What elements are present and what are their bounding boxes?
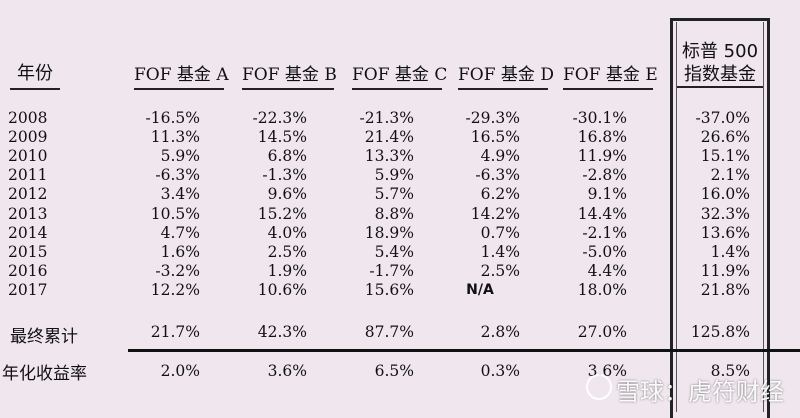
value-cell: -37.0% (695, 109, 750, 127)
year-cell: 2017 (8, 280, 48, 299)
value-cell: 9.1% (587, 185, 627, 204)
value-cell: -3.2% (155, 261, 200, 280)
value-cell: 10.5% (150, 204, 200, 223)
value-cell: 6.8% (267, 147, 307, 166)
value-cell: -29.3% (465, 109, 520, 127)
summary-value-cell: 0.3% (480, 362, 520, 380)
value-cell: -1.3% (262, 166, 307, 185)
summary-value-cell: 42.3% (257, 323, 307, 341)
value-cell: 16.5% (470, 128, 520, 147)
header-year: 年份 (10, 62, 60, 90)
value-cell: -5.0% (582, 242, 627, 261)
summary-value-cell: 8.5% (710, 362, 750, 380)
watermark-text: 雪球：虎符财经 (616, 378, 784, 406)
value-cell: 21.4% (364, 128, 414, 147)
value-cell: 26.6% (700, 128, 750, 147)
value-cell: 11.9% (700, 261, 750, 280)
value-cell: 5.9% (160, 147, 200, 166)
value-cell: 1.9% (267, 261, 307, 280)
value-cell: 14.2% (470, 204, 520, 223)
value-cell: 9.6% (267, 185, 307, 204)
value-cell: 4.7% (160, 223, 200, 242)
value-cell: 18.0% (577, 280, 627, 299)
value-cell: 4.9% (480, 147, 520, 166)
value-cell: 10.6% (257, 280, 307, 299)
value-cell: 8.8% (374, 204, 414, 223)
value-cell: 16.8% (577, 128, 627, 147)
year-cell: 2014 (8, 223, 48, 242)
value-cell: 15.2% (257, 204, 307, 223)
summary-value-cell: 27.0% (577, 323, 627, 341)
value-cell: 2.5% (480, 261, 520, 280)
value-cell: 1.6% (160, 242, 200, 261)
summary-value-cell: 3.6% (587, 362, 627, 380)
summary-divider (128, 349, 800, 352)
value-cell: 3.4% (160, 185, 200, 204)
summary-value-cell: 21.7% (150, 323, 200, 341)
value-cell: 2.1% (710, 166, 750, 185)
value-cell: 2.5% (267, 242, 307, 261)
value-cell: 18.9% (364, 223, 414, 242)
header-fund-d: FOF 基金 D (458, 64, 554, 90)
year-cell: 2009 (8, 128, 48, 147)
value-cell: 16.0% (700, 185, 750, 204)
value-cell: -30.1% (572, 109, 627, 127)
value-cell: 4.0% (267, 223, 307, 242)
value-cell: N/A (466, 281, 494, 298)
year-cell: 2015 (8, 242, 48, 261)
value-cell: -6.3% (155, 166, 200, 185)
summary-label-annualized: 年化收益率 (2, 364, 87, 384)
header-fund-a: FOF 基金 A (134, 64, 229, 90)
value-cell: 14.5% (257, 128, 307, 147)
year-cell: 2010 (8, 147, 48, 166)
header-sp500-line1: 标普 500 (681, 41, 759, 62)
value-cell: 1.4% (710, 242, 750, 261)
value-cell: 32.3% (700, 204, 750, 223)
value-cell: 13.6% (700, 223, 750, 242)
value-cell: -1.7% (369, 261, 414, 280)
summary-value-cell: 2.0% (160, 362, 200, 380)
value-cell: 14.4% (577, 204, 627, 223)
xueqiu-logo-icon (586, 374, 612, 400)
value-cell: -6.3% (475, 166, 520, 185)
sp500-inner-lines (676, 22, 764, 412)
value-cell: -21.3% (359, 109, 414, 127)
header-sp500-line2: 指数基金 (684, 64, 756, 85)
summary-value-cell: 125.8% (690, 323, 750, 341)
value-cell: -2.1% (582, 223, 627, 242)
value-cell: 5.4% (374, 242, 414, 261)
sp500-highlight-box (670, 18, 770, 418)
header-fund-c: FOF 基金 C (352, 64, 447, 90)
header-fund-e: FOF 基金 E (563, 64, 658, 90)
year-cell: 2011 (8, 166, 48, 185)
value-cell: 5.9% (374, 166, 414, 185)
value-cell: 15.1% (700, 147, 750, 166)
value-cell: 11.3% (150, 128, 200, 147)
summary-value-cell: 87.7% (364, 323, 414, 341)
summary-value-cell: 2.8% (480, 323, 520, 341)
value-cell: 21.8% (700, 280, 750, 299)
value-cell: -16.5% (145, 109, 200, 127)
value-cell: 1.4% (480, 242, 520, 261)
value-cell: -22.3% (252, 109, 307, 127)
value-cell: 6.2% (480, 185, 520, 204)
year-cell: 2012 (8, 185, 48, 204)
summary-value-cell: 3.6% (267, 362, 307, 380)
header-fund-b: FOF 基金 B (242, 64, 337, 90)
value-cell: 0.7% (480, 223, 520, 242)
summary-label-cumulative: 最终累计 (10, 327, 78, 347)
year-cell: 2013 (8, 204, 48, 223)
value-cell: 15.6% (364, 280, 414, 299)
value-cell: -2.8% (582, 166, 627, 185)
value-cell: 11.9% (577, 147, 627, 166)
summary-value-cell: 6.5% (374, 362, 414, 380)
value-cell: 4.4% (587, 261, 627, 280)
value-cell: 5.7% (374, 185, 414, 204)
value-cell: 12.2% (150, 280, 200, 299)
year-cell: 2008 (8, 109, 48, 127)
value-cell: 13.3% (364, 147, 414, 166)
year-cell: 2016 (8, 261, 48, 280)
header-sp500: 标普 500 指数基金 (676, 40, 764, 88)
